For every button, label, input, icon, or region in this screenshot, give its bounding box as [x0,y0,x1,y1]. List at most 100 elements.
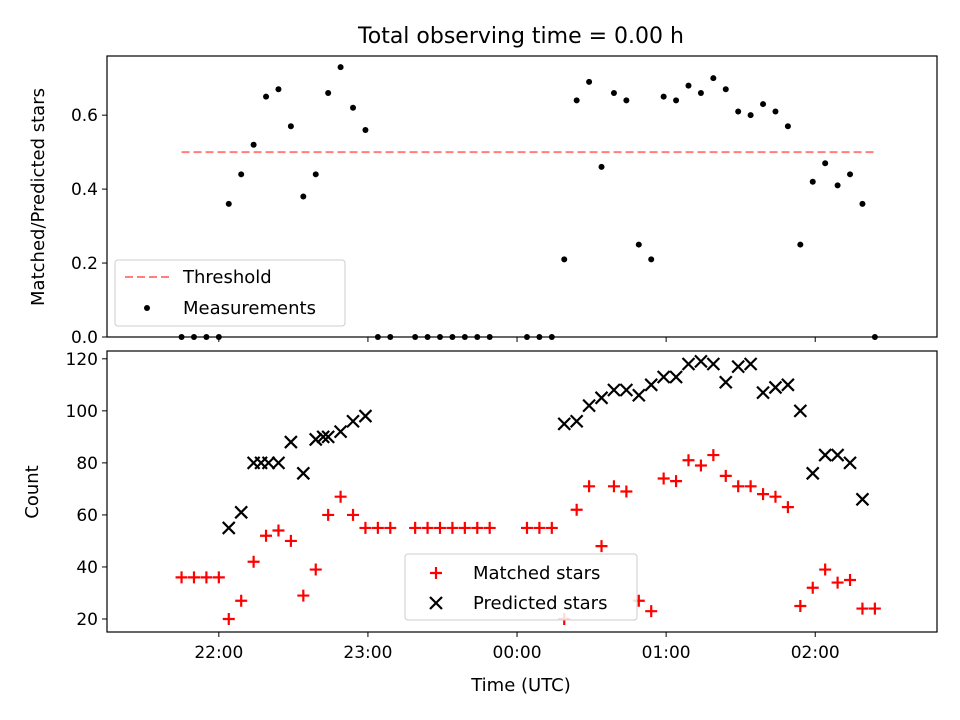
predicted-star-point [316,430,330,444]
measurement-point [847,171,854,178]
measurement-point [573,97,580,104]
predicted-star-point [594,391,609,405]
predicted-star-point [706,357,721,371]
matched-star-point [607,480,620,493]
predicted-star-point [793,404,808,418]
measurement-point [561,256,568,263]
matched-star-point [806,581,819,594]
top-y-axis-label: Matched/Predicted stars [28,88,49,306]
predicted-star-point [632,388,646,403]
predicted-star-point [805,466,820,481]
matched-star-point [384,521,397,534]
measurement-point [747,112,754,119]
x-tick-label: 23:00 [343,643,392,663]
axes-frame [106,350,938,633]
y-tick-label: 40 [76,558,98,578]
predicted-star-point [830,448,845,462]
bottom-plot-area: 20 40 60 80 100 120 22:00 23:00 00:00 01:00 02:00 [66,350,938,663]
measurement-point [486,334,493,340]
x-tick-label: 02:00 [791,643,840,663]
matched-star-point [868,602,881,615]
predicted-star-point [619,383,634,397]
predicted-star-point [756,385,770,400]
predicted-star-point [768,380,783,395]
matched-star-point [347,508,360,521]
measurement-point [697,89,704,96]
predicted-star-point [743,357,758,371]
matched-star-point [175,571,188,584]
y-tick-label: 80 [76,454,98,474]
matched-star-point [212,571,225,584]
matched-star-point [297,589,310,602]
top-panel: 0.0 0.2 0.4 0.6 Matched/Predicted stars Thr… [28,55,938,348]
matched-star-point [322,508,335,521]
predicted-star-point [271,456,286,470]
predicted-star-point [234,505,248,520]
predicted-star-point [644,378,658,392]
matched-star-point [781,501,794,514]
axes-frame [106,55,938,338]
measurement-point [548,334,555,340]
predicted-star-point [582,398,596,413]
matched-star-point [371,521,384,534]
matched-star-point [222,612,235,625]
y-tick-label: 0.0 [71,328,98,348]
matched-star-point [570,503,583,516]
matched-star-point [819,563,832,576]
x-axis-label: Time (UTC) [470,675,571,696]
measurement-point [772,108,779,115]
predicted-star-point [656,370,671,384]
measurement-point [190,334,197,340]
measurement-point [215,334,222,340]
predicted-star-point [718,375,733,389]
y-tick-label: 100 [66,402,98,422]
matched-star-point [235,594,248,607]
legend-predicted-label: Predicted stars [473,593,607,614]
measurement-point [250,141,257,148]
measurement-point [225,200,232,207]
measurement-point [523,334,530,340]
measurement-point [660,93,667,100]
matched-star-point [458,521,471,534]
measurement-point [673,97,680,104]
predicted-star-point [781,378,795,392]
predicted-star-point [358,409,373,423]
matched-star-point [533,521,546,534]
matched-star-point [334,490,347,503]
legend-matched-label: Matched stars [473,563,600,584]
bottom-legend: Matched stars Predicted stars [404,553,638,621]
matched-star-point [359,521,372,534]
measurement-point [760,101,767,108]
measurement-point [449,334,456,340]
predicted-star-point [818,448,832,462]
measurement-point [635,241,642,248]
matched-star-point [247,555,260,568]
legend-threshold-label: Threshold [182,267,272,288]
legend-measurement-swatch [144,305,150,311]
matched-star-point [707,449,720,462]
predicted-star-point [694,354,708,369]
matched-star-point [744,480,757,493]
matched-star-point [694,459,707,472]
measurement-point [312,171,319,178]
matched-star-point [732,480,745,493]
measurement-point [337,64,344,71]
measurement-point [586,78,593,85]
measurement-point [424,334,431,340]
measurement-point [871,334,878,340]
matched-star-point [670,475,683,488]
matched-star-point [433,521,446,534]
matched-star-point [471,521,484,534]
predicted-star-point [346,414,360,429]
y-tick-label: 0.2 [71,254,98,274]
matched-star-point [421,521,434,534]
predicted-star-point [296,466,311,481]
predicted-star-point [855,492,870,507]
matched-star-point [645,605,658,618]
measurement-point [685,82,692,89]
matched-star-point [409,521,422,534]
matched-star-point [520,521,533,534]
predicted-star-point [681,357,696,371]
